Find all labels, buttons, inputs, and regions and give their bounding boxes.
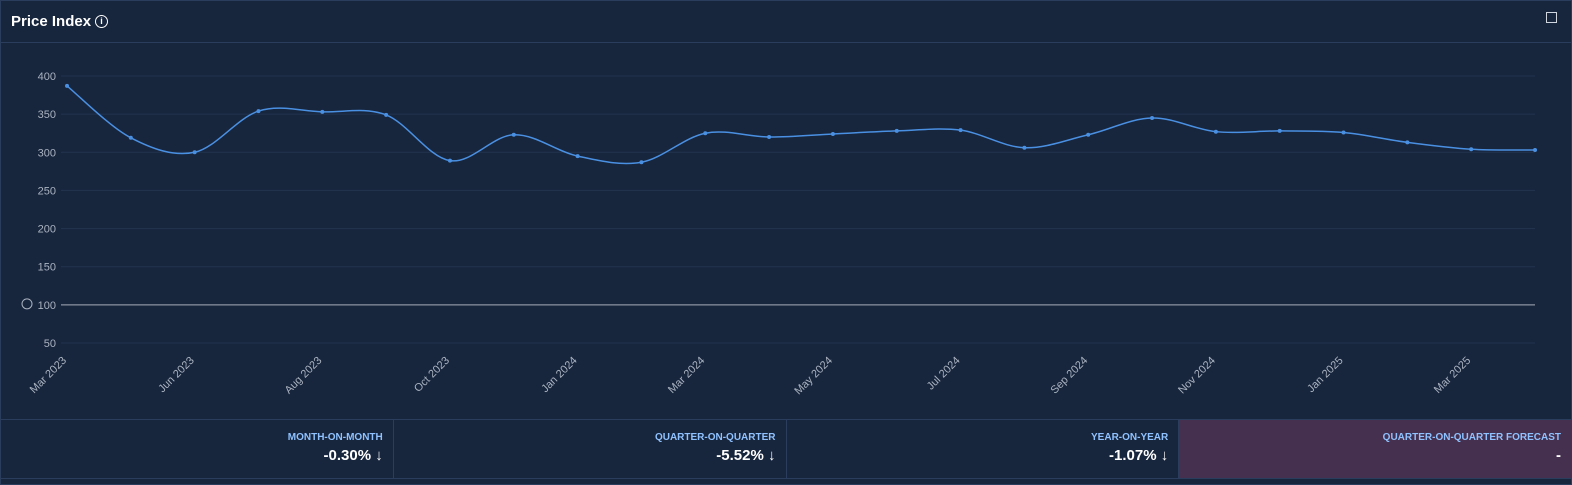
point	[384, 112, 389, 117]
point	[1469, 147, 1474, 152]
point	[65, 83, 69, 88]
y-tick-label: 350	[38, 109, 56, 121]
y-tick-label: 50	[44, 338, 56, 350]
stat-label: QUARTER-ON-QUARTER	[654, 432, 776, 443]
x-tick-label: Jan 2025	[1305, 355, 1345, 395]
y-tick-label: 100	[38, 300, 56, 312]
stat: MONTH-ON-MONTH -0.30% ↓	[1, 420, 394, 478]
point	[703, 131, 708, 136]
point	[1341, 130, 1346, 135]
y-tick-label: 150	[38, 262, 56, 274]
point	[958, 128, 963, 133]
stat-label: MONTH-ON-MONTH	[287, 432, 383, 443]
point	[1213, 129, 1218, 134]
point	[830, 131, 835, 136]
point	[1405, 140, 1410, 145]
x-tick-label: Mar 2023	[28, 355, 69, 396]
x-tick-label: Oct 2023	[412, 355, 452, 395]
y-tick-label: 250	[38, 185, 56, 197]
point	[639, 160, 644, 165]
point	[767, 135, 772, 140]
x-tick-label: Jun 2023	[156, 355, 196, 395]
stat-value: -0.30% ↓	[323, 447, 383, 464]
point	[511, 132, 516, 137]
point	[1150, 115, 1155, 120]
point	[894, 128, 899, 133]
stat: YEAR-ON-YEAR -1.07% ↓	[787, 420, 1180, 478]
title: Price Index	[11, 13, 92, 30]
stats-row: MONTH-ON-MONTH -0.30% ↓ QUARTER-ON-QUARTE…	[1, 419, 1571, 479]
x-tick-label: Mar 2024	[666, 355, 707, 396]
x-tick-label: Jul 2024	[925, 355, 963, 393]
x-tick-label: Mar 2025	[1432, 355, 1473, 396]
header: Price Index i	[1, 1, 1571, 43]
point	[128, 135, 133, 140]
point	[1022, 145, 1027, 150]
point	[575, 154, 580, 159]
x-tick-label: Jan 2024	[539, 355, 579, 395]
reference-icon	[21, 298, 33, 310]
x-tick-label: Sep 2024	[1049, 355, 1091, 397]
point	[1533, 147, 1537, 152]
stat-value: -	[1556, 447, 1561, 464]
y-tick-label: 400	[38, 71, 56, 83]
chart: 50 100 150 200 250 300 350 400 Mar 2023 Jun 2023 A…	[21, 71, 1537, 398]
stat: QUARTER-ON-QUARTER -5.52% ↓	[394, 420, 787, 478]
point	[447, 158, 452, 163]
stat-value: -5.52% ↓	[716, 447, 776, 464]
info-icon[interactable]: i	[95, 15, 109, 28]
x-tick-label: Nov 2024	[1176, 355, 1218, 397]
point	[1086, 132, 1091, 137]
point	[1277, 128, 1282, 133]
x-tick-label: Aug 2023	[283, 355, 325, 397]
stat-label: QUARTER-ON-QUARTER FORECAST	[1382, 432, 1561, 443]
x-tick-label: May 2024	[792, 355, 835, 398]
stat-value: -1.07% ↓	[1109, 447, 1169, 464]
y-tick-label: 300	[38, 147, 56, 159]
y-tick-label: 200	[38, 224, 56, 236]
stat-label: YEAR-ON-YEAR	[1091, 432, 1169, 443]
point	[256, 109, 261, 114]
stat: QUARTER-ON-QUARTER FORECAST -	[1179, 420, 1571, 478]
expand-icon[interactable]	[1546, 12, 1557, 23]
point	[192, 150, 197, 155]
point	[320, 109, 325, 114]
